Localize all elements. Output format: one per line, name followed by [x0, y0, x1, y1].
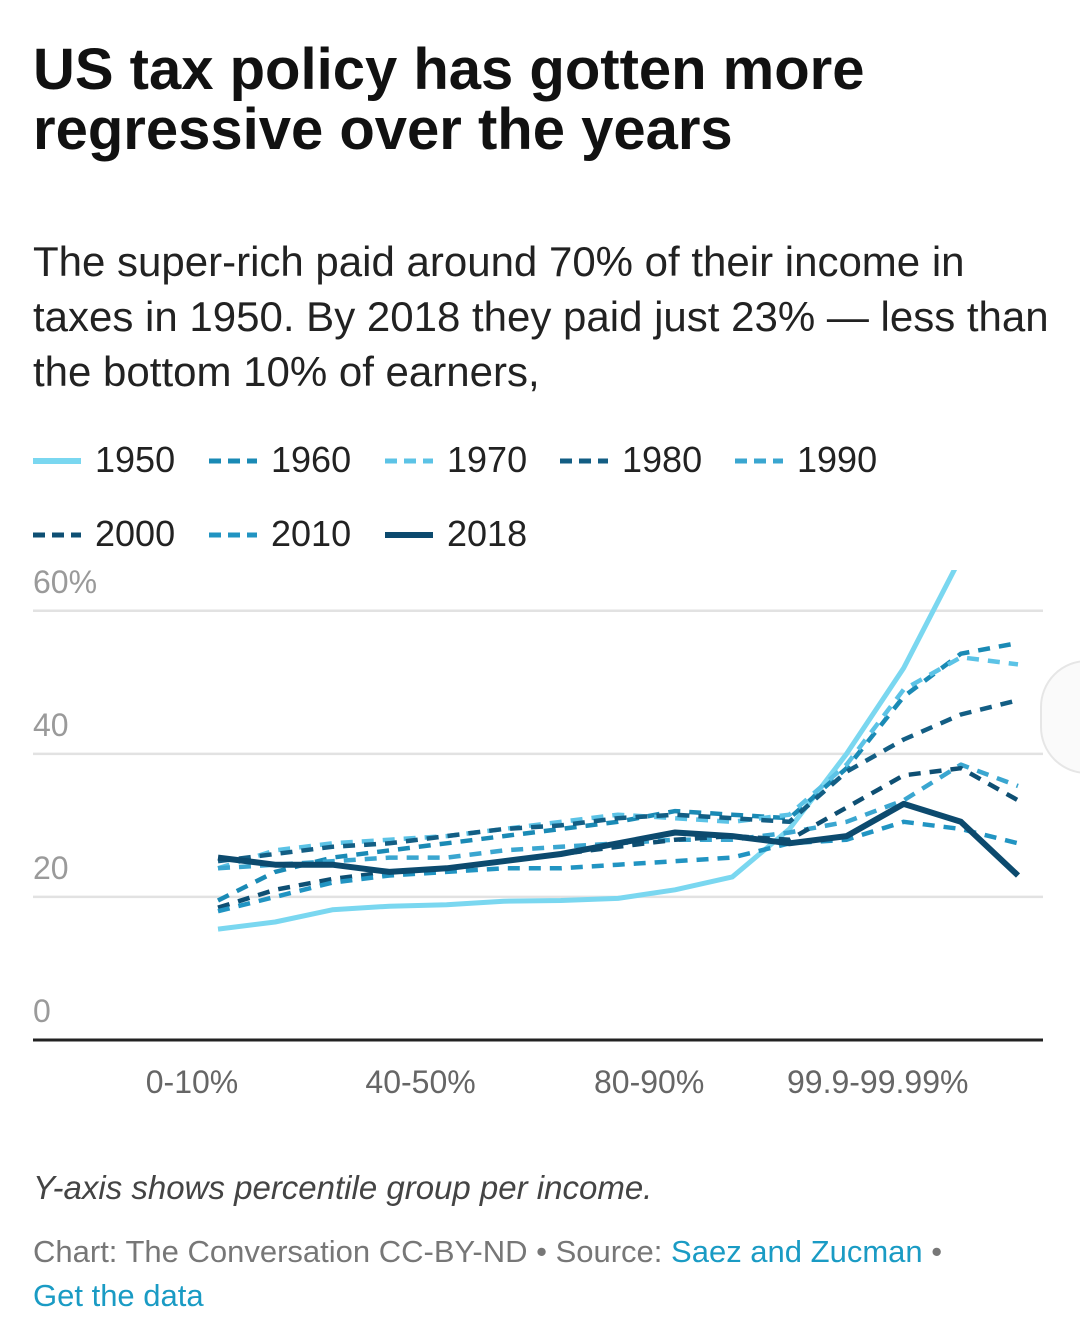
series-line-1960	[216, 640, 1019, 903]
series-line-1980	[217, 698, 1019, 864]
legend-swatch-1980	[560, 458, 608, 464]
y-tick-label: 40	[33, 707, 69, 743]
legend-label-1960: 1960	[271, 439, 352, 480]
legend-label-2018: 2018	[447, 513, 528, 554]
x-tick-label: 40-50%	[365, 1064, 475, 1100]
series-line-2010	[217, 819, 1019, 914]
credit-separator-1: •	[527, 1234, 556, 1269]
series-line-2000	[217, 765, 1020, 910]
legend-swatch-2000	[33, 532, 81, 538]
legend-label-1970: 1970	[447, 439, 528, 480]
credit-source-label: Source:	[555, 1234, 672, 1269]
chart-subtitle: The super-rich paid around 70% of their …	[33, 238, 1049, 395]
legend-label-2010: 2010	[271, 513, 352, 554]
y-tick-label: 60%	[33, 570, 97, 600]
legend-label-1990: 1990	[797, 439, 878, 480]
legend-label-1980: 1980	[622, 439, 703, 480]
series-line-1950	[217, 570, 958, 932]
x-tick-label: 80-90%	[594, 1064, 704, 1100]
series-line-1970	[217, 655, 1019, 871]
axis-note: Y-axis shows percentile group per income…	[33, 1169, 653, 1206]
y-tick-label: 20	[33, 850, 69, 886]
legend-swatch-1970	[385, 458, 433, 464]
line-chart: 0 20 40 60% 0-10% 40-50% 80-90% 99.9-99.99%	[33, 570, 1043, 1100]
chart-title: US tax policy has gotten more regressive…	[33, 37, 865, 162]
axis-layer: 0 20 40 60% 0-10% 40-50% 80-90% 99.9-99.99%	[33, 570, 1043, 1100]
legend-swatch-2010	[209, 532, 257, 538]
legend-label-2000: 2000	[95, 513, 176, 554]
legend-label-1950: 1950	[95, 439, 176, 480]
x-tick-label: 99.9-99.99%	[787, 1064, 968, 1100]
series-layer	[216, 570, 1021, 932]
source-link[interactable]: Saez and Zucman	[671, 1234, 923, 1269]
legend-swatch-2018	[385, 532, 433, 538]
chart-credits: Chart: The Conversation CC-BY-ND • Sourc…	[33, 1230, 1053, 1318]
credit-chart: Chart: The Conversation CC-BY-ND	[33, 1234, 528, 1269]
get-data-link[interactable]: Get the data	[33, 1278, 204, 1313]
x-tick-label: 0-10%	[146, 1064, 239, 1100]
series-line-2018	[217, 800, 1021, 878]
legend-swatch-1950	[33, 458, 81, 464]
y-tick-label: 0	[33, 993, 51, 1029]
credit-separator-2: •	[922, 1234, 943, 1269]
legend-swatch-1990	[735, 458, 783, 464]
legend-swatch-1960	[209, 458, 257, 464]
